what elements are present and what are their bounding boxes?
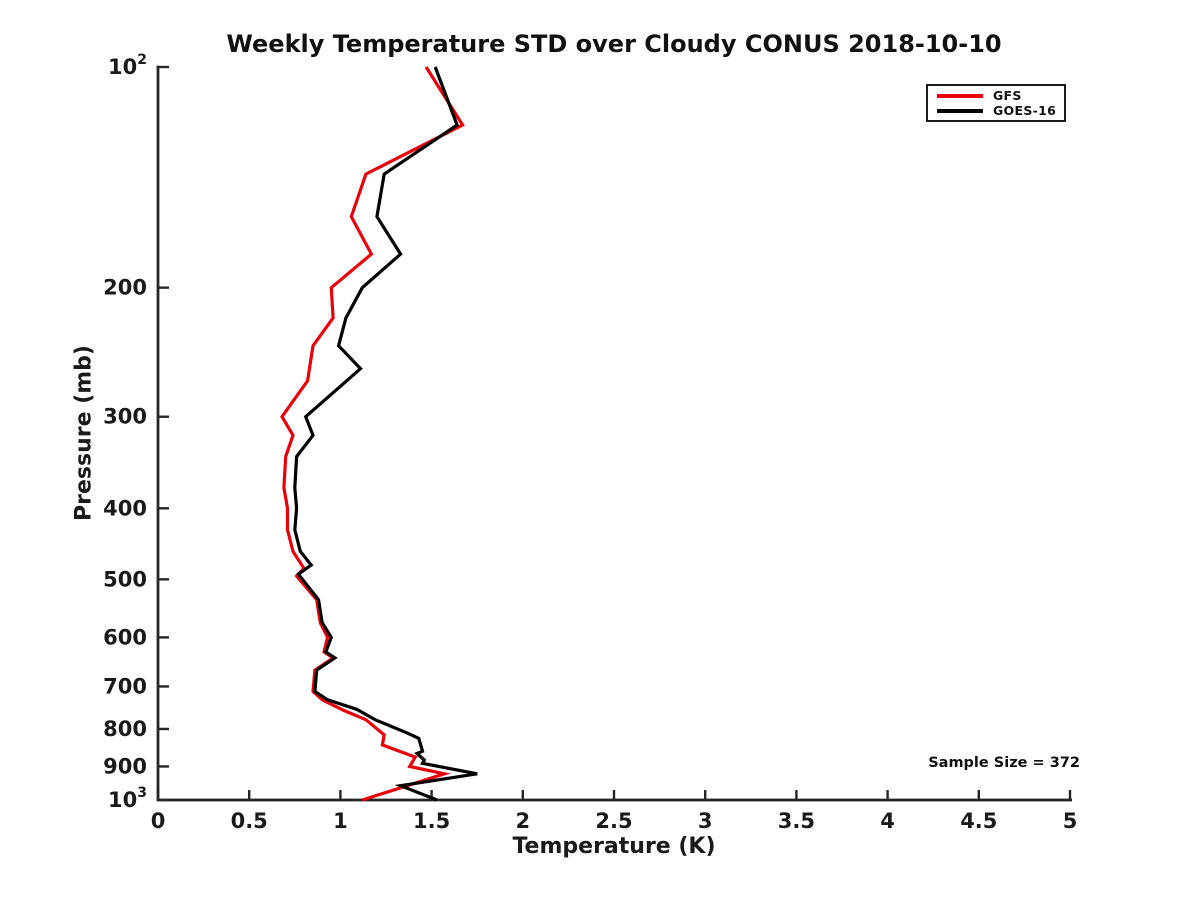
y-tick-label: 900	[103, 754, 147, 778]
x-tick-label: 4	[880, 809, 895, 833]
y-tick-label: 500	[103, 567, 147, 591]
gfs-line-swatch	[937, 93, 983, 98]
y-tick-label: 200	[103, 276, 147, 300]
y-tick-label: 700	[103, 674, 147, 698]
x-tick-label: 0.5	[231, 809, 268, 833]
x-tick-label: 3.5	[778, 809, 815, 833]
goes16-line-swatch	[937, 108, 983, 113]
x-tick-label: 3	[698, 809, 713, 833]
x-tick-label: 4.5	[960, 809, 997, 833]
legend-item-gfs: GFS	[928, 88, 1064, 103]
y-tick-label: 400	[103, 496, 147, 520]
y-tick-label: 102	[108, 52, 147, 79]
x-tick-label: 2.5	[595, 809, 632, 833]
axes-spines	[156, 65, 1072, 802]
y-tick-label: 800	[103, 717, 147, 741]
y-tick-label: 300	[103, 405, 147, 429]
x-tick-label: 2	[515, 809, 530, 833]
legend: GFS GOES-16	[926, 84, 1066, 122]
x-tick-label: 1	[333, 809, 348, 833]
legend-label-goes16: GOES-16	[993, 103, 1057, 118]
legend-item-goes16: GOES-16	[928, 103, 1064, 118]
legend-label-gfs: GFS	[993, 88, 1022, 103]
series-line-gfs	[280, 66, 465, 802]
y-tick-label: 600	[103, 625, 147, 649]
x-tick-label: 0	[151, 809, 166, 833]
x-axis-label: Temperature (K)	[512, 834, 716, 859]
x-tick-label: 5	[1063, 809, 1078, 833]
sample-size-annotation: Sample Size = 372	[928, 755, 1080, 771]
y-tick-label: 103	[108, 785, 147, 812]
x-tick-label: 1.5	[413, 809, 450, 833]
series-line-goes-16	[293, 66, 478, 802]
chart-title: Weekly Temperature STD over Cloudy CONUS…	[226, 30, 1002, 58]
